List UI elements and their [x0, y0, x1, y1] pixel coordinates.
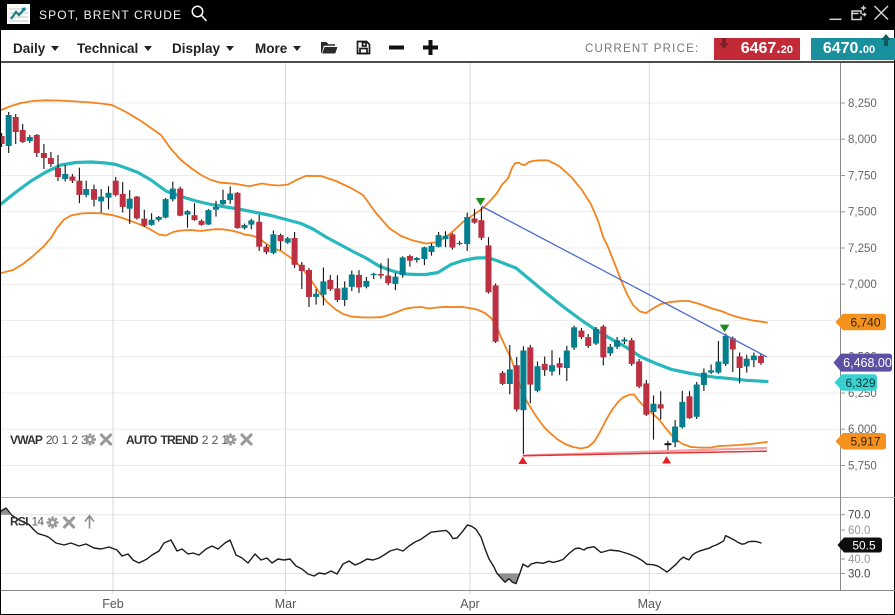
svg-text:Feb: Feb — [102, 597, 124, 611]
svg-text:RSI 14: RSI 14 — [10, 515, 44, 529]
svg-text:7,500: 7,500 — [848, 207, 877, 219]
svg-text:Apr: Apr — [460, 597, 479, 611]
svg-text:6,250: 6,250 — [848, 388, 877, 400]
svg-text:7,750: 7,750 — [848, 170, 877, 182]
svg-text:40.0: 40.0 — [848, 554, 870, 566]
svg-text:5,917: 5,917 — [850, 435, 880, 449]
svg-text:70.0: 70.0 — [848, 510, 870, 522]
svg-text:30.0: 30.0 — [848, 568, 870, 580]
svg-text:50.5: 50.5 — [852, 538, 876, 552]
svg-text:60.0: 60.0 — [848, 525, 870, 537]
svg-text:7,000: 7,000 — [848, 279, 877, 291]
svg-text:6,329: 6,329 — [845, 376, 875, 390]
svg-text:5,750: 5,750 — [848, 460, 877, 472]
svg-text:7,250: 7,250 — [848, 243, 877, 255]
svg-text:AUTO TREND 2 2 1: AUTO TREND 2 2 1 — [126, 433, 228, 447]
svg-text:6,740: 6,740 — [850, 315, 880, 329]
svg-text:8,250: 8,250 — [848, 98, 877, 110]
svg-text:8,000: 8,000 — [848, 134, 877, 146]
svg-text:6,468.00: 6,468.00 — [843, 356, 892, 370]
svg-text:VWAP 20 1 2 3: VWAP 20 1 2 3 — [10, 433, 88, 447]
svg-text:May: May — [638, 597, 662, 611]
svg-text:Mar: Mar — [275, 597, 297, 611]
